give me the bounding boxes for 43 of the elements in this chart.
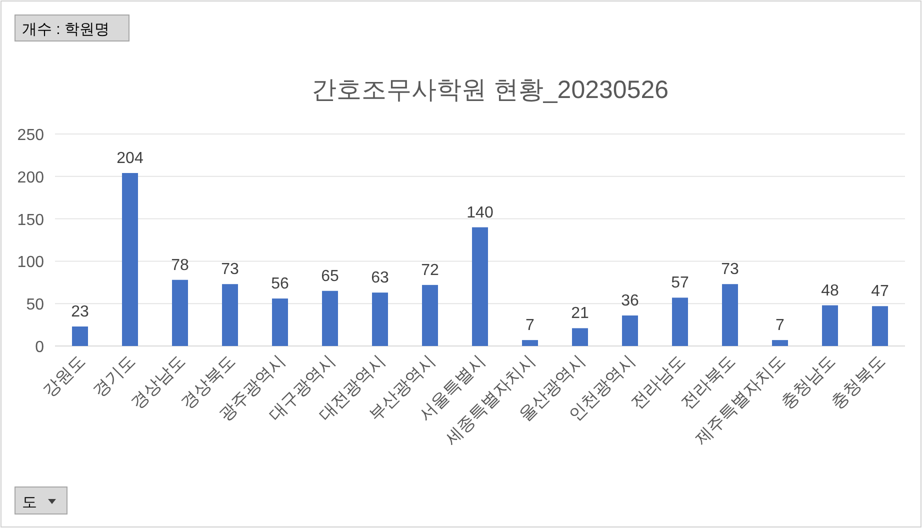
y-tick-label: 250	[17, 127, 44, 144]
bar	[122, 173, 138, 346]
bar	[672, 298, 688, 346]
data-label: 73	[721, 261, 739, 278]
bar	[822, 305, 838, 346]
bar	[572, 328, 588, 346]
chart-title: 간호조무사학원 현황_20230526	[311, 76, 669, 104]
data-label: 57	[671, 274, 689, 292]
y-tick-label: 100	[17, 254, 44, 272]
bar	[372, 292, 388, 346]
bar	[522, 340, 538, 346]
data-label: 56	[271, 276, 289, 293]
data-label: 65	[321, 268, 339, 285]
bar	[222, 284, 238, 346]
data-label: 78	[171, 256, 189, 274]
y-tick-label: 200	[17, 169, 44, 186]
bar	[622, 315, 638, 346]
data-label: 63	[371, 270, 389, 287]
data-label: 7	[776, 317, 785, 334]
text: 도	[22, 494, 37, 511]
data-label: 72	[421, 262, 439, 279]
data-label: 7	[526, 317, 535, 334]
data-label: 21	[571, 305, 589, 322]
y-tick-label: 50	[26, 296, 44, 314]
text: 개수 : 학원명	[22, 21, 110, 38]
data-label: 23	[71, 303, 89, 320]
bar	[172, 280, 188, 346]
data-label: 73	[221, 261, 239, 278]
data-label: 36	[621, 292, 639, 310]
bar	[272, 298, 288, 346]
bar	[322, 290, 338, 346]
y-tick-label: 150	[17, 212, 44, 229]
bar	[872, 306, 888, 346]
bar	[722, 284, 738, 346]
bar	[72, 326, 88, 346]
bar	[472, 227, 488, 346]
data-label: 140	[466, 204, 494, 222]
bar	[772, 340, 788, 346]
bar	[422, 284, 438, 346]
data-label: 47	[871, 283, 889, 300]
data-label: 204	[116, 150, 144, 168]
y-tick-label: 0	[35, 339, 44, 356]
data-label: 48	[821, 282, 839, 300]
